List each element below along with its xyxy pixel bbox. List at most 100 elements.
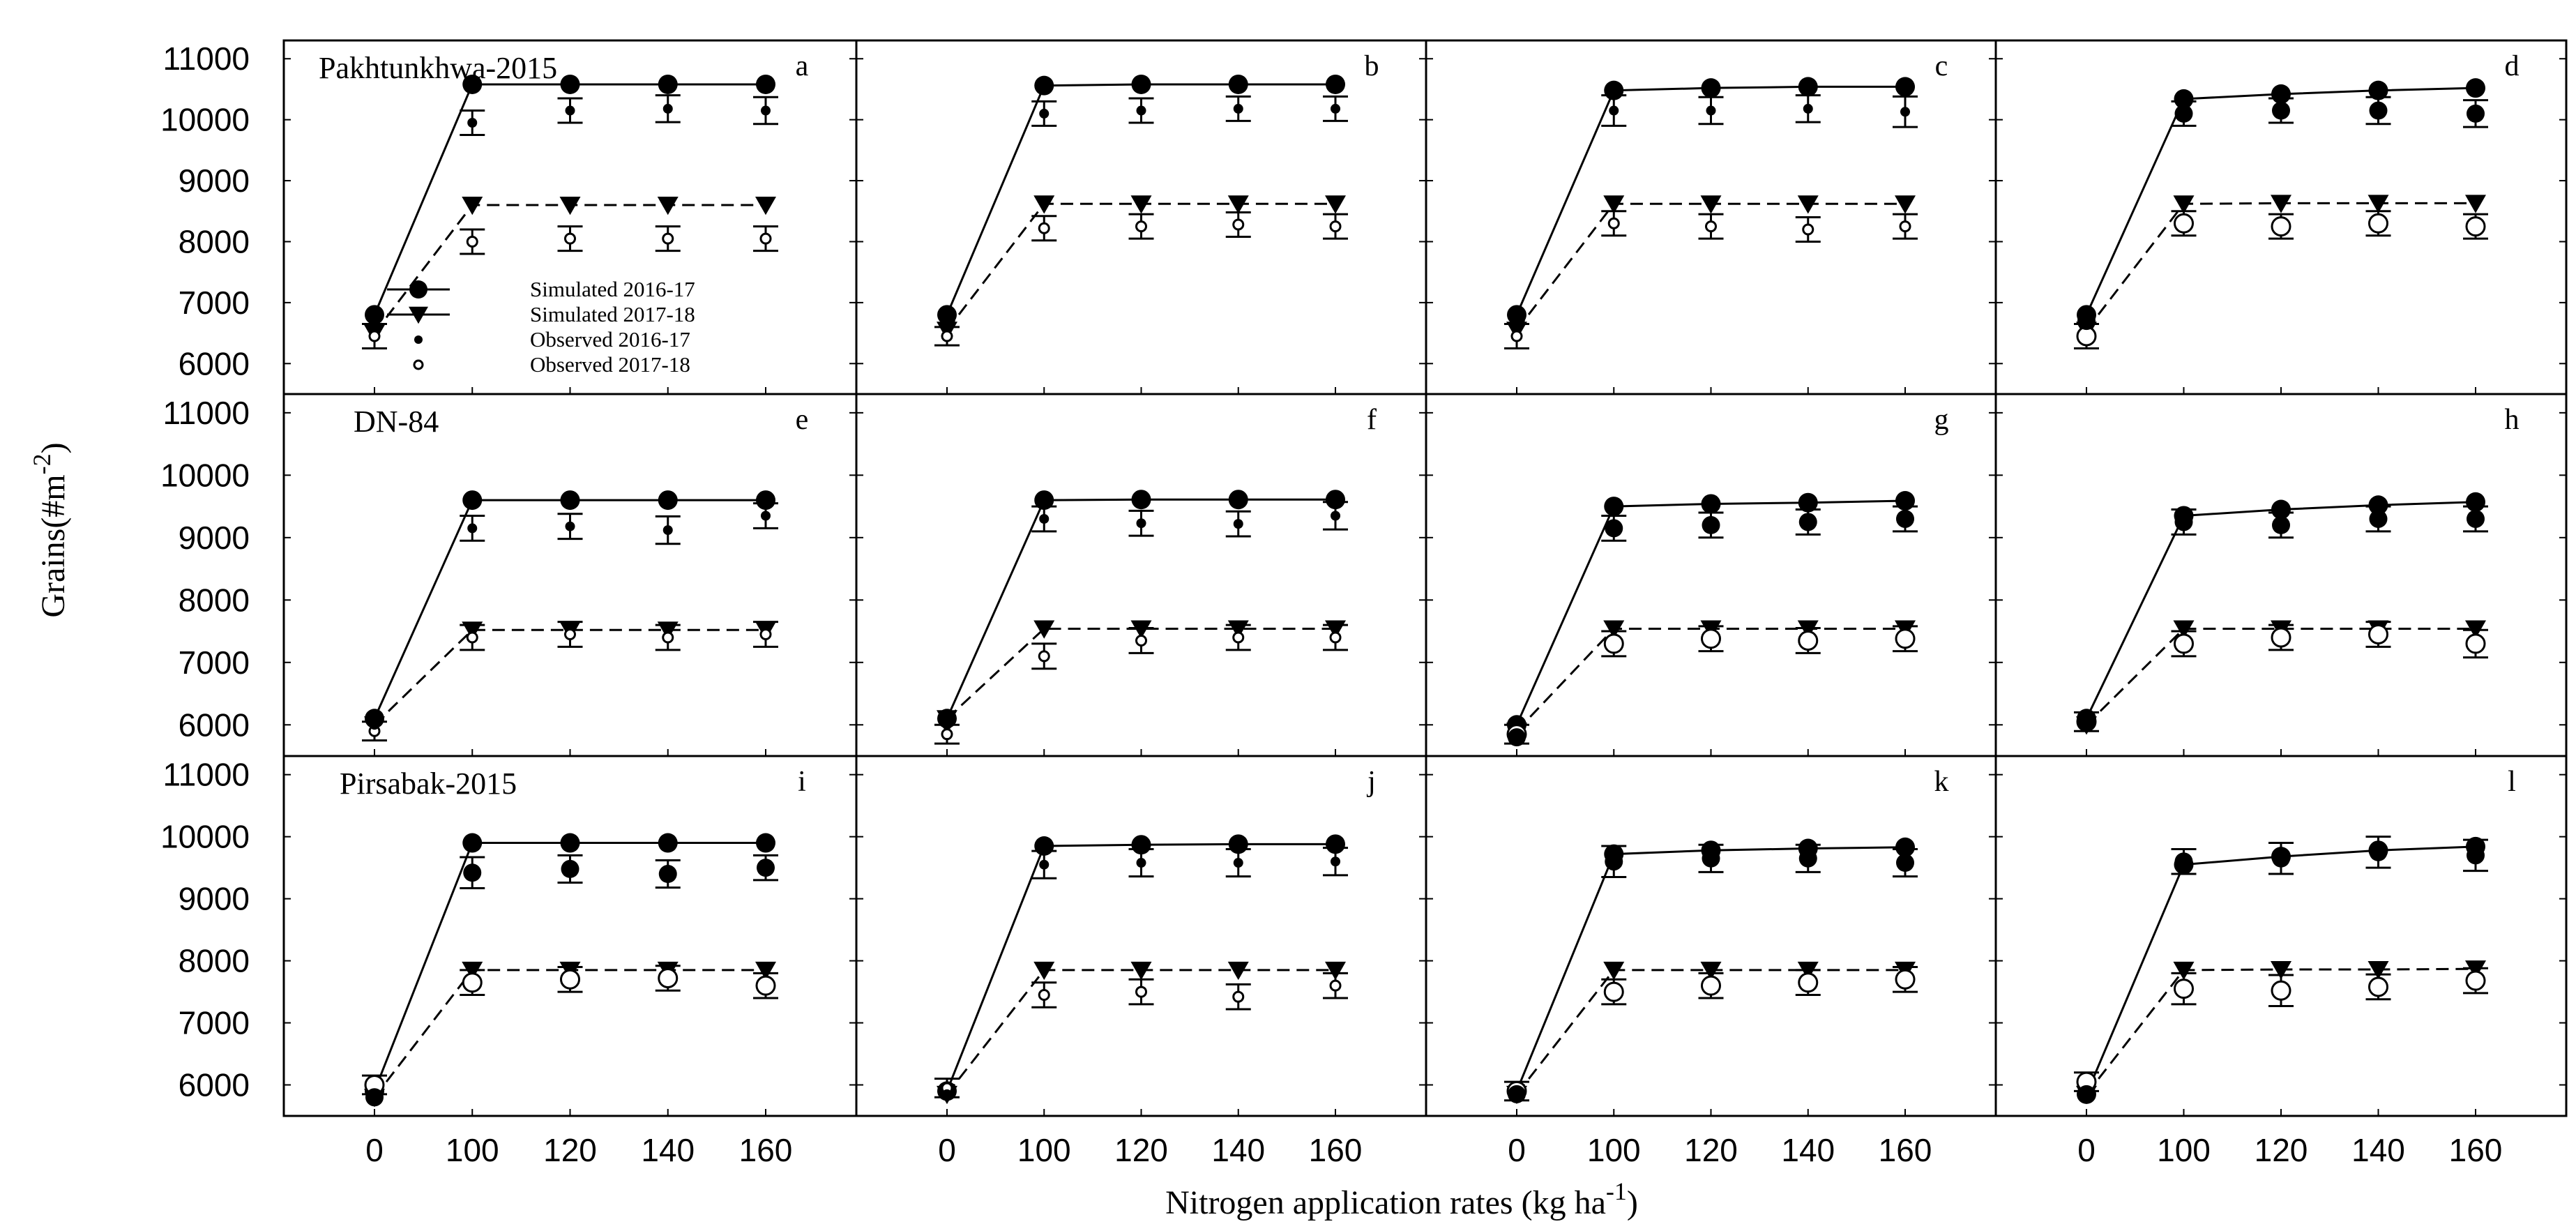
panel-letter: d — [2505, 50, 2520, 82]
x-tick-label: 160 — [1309, 1132, 1363, 1168]
x-tick-label: 100 — [446, 1132, 499, 1168]
point-observed-2017-18 — [759, 232, 772, 245]
x-tick-label: 0 — [1508, 1132, 1526, 1168]
y-tick-label: 10000 — [160, 819, 250, 855]
point-observed-2016-17 — [1605, 852, 1623, 871]
point-simulated-2016-17 — [2271, 499, 2291, 520]
cultivar-label: Pirsabak-2015 — [340, 766, 517, 801]
panel-tick-marks — [856, 411, 1426, 756]
point-simulated-2016-17 — [1034, 490, 1054, 511]
panel-tick-marks — [284, 411, 856, 756]
point-observed-2016-17 — [942, 720, 952, 730]
x-axis-title-exponent: -1 — [1606, 1177, 1627, 1205]
point-simulated-2016-17 — [1228, 490, 1248, 510]
point-simulated-2017-18 — [1797, 195, 1819, 214]
point-observed-2017-18 — [658, 967, 679, 988]
x-tick-label: 0 — [938, 1132, 956, 1168]
y-tick-label: 11000 — [162, 757, 250, 793]
point-observed-2016-17 — [1136, 105, 1146, 116]
panel-tick-marks — [1996, 411, 2566, 756]
panel-tick-marks — [1426, 411, 1996, 756]
panel-tick-marks — [1426, 773, 1996, 1116]
point-observed-2016-17 — [370, 720, 379, 730]
point-simulated-2017-18 — [2465, 620, 2486, 639]
y-tick-label: 9000 — [179, 163, 250, 199]
point-simulated-2017-18 — [937, 710, 957, 729]
point-observed-2016-17 — [2272, 515, 2290, 534]
point-simulated-2017-18 — [1325, 620, 1346, 639]
point-observed-2017-18 — [2368, 976, 2388, 997]
point-observed-2017-18 — [1329, 631, 1342, 644]
point-simulated-2016-17 — [2466, 78, 2485, 98]
point-observed-2017-18 — [1701, 975, 1721, 996]
point-observed-2016-17 — [467, 523, 478, 534]
panel-tick-marks — [284, 58, 856, 394]
point-observed-2016-17 — [1609, 105, 1619, 116]
panel-tick-marks — [284, 773, 856, 1116]
point-observed-2016-17 — [1896, 854, 1914, 873]
point-observed-2016-17 — [463, 863, 482, 882]
panel-l: l — [1994, 755, 2568, 1117]
series-simulated-2017-18-line — [946, 627, 1335, 720]
point-observed-2017-18 — [2465, 633, 2486, 654]
panel-d: d — [1994, 39, 2568, 395]
point-observed-2017-18 — [2174, 633, 2194, 654]
point-observed-2016-17 — [2077, 312, 2096, 331]
point-observed-2017-18 — [368, 330, 381, 342]
point-simulated-2016-17 — [462, 74, 483, 94]
x-tick-label: 100 — [1587, 1132, 1641, 1168]
point-observed-2016-17 — [1702, 849, 1720, 868]
y-tick-label: 11000 — [162, 395, 250, 431]
point-simulated-2017-18 — [2465, 960, 2486, 979]
point-observed-2017-18 — [1038, 650, 1050, 663]
point-simulated-2017-18 — [657, 621, 679, 640]
point-simulated-2017-18 — [2367, 195, 2389, 213]
point-simulated-2017-18 — [1130, 195, 1152, 214]
y-tick-label: 6000 — [179, 707, 250, 743]
y-tick-label: 8000 — [179, 223, 250, 259]
point-simulated-2017-18 — [1033, 961, 1055, 981]
point-observed-2016-17 — [1508, 728, 1526, 747]
panel-letter: f — [1367, 404, 1377, 436]
panel-tick-marks — [856, 58, 1426, 394]
y-tick-label: 6000 — [179, 345, 250, 382]
point-observed-2017-18 — [662, 232, 674, 245]
point-observed-2016-17 — [1039, 513, 1050, 524]
point-simulated-2017-18 — [1227, 961, 1249, 981]
point-simulated-2017-18 — [1227, 195, 1249, 214]
panel-letter: b — [1365, 50, 1379, 82]
point-observed-2017-18 — [2174, 979, 2194, 999]
point-observed-2016-17 — [1233, 519, 1243, 529]
point-observed-2016-17 — [1512, 310, 1522, 320]
panel-tick-marks — [1426, 58, 1996, 394]
point-simulated-2017-18 — [1895, 195, 1916, 214]
point-simulated-2016-17 — [2466, 492, 2485, 512]
y-tick-label: 11000 — [162, 40, 250, 77]
point-simulated-2017-18 — [2271, 195, 2291, 213]
panel-letter: j — [1366, 766, 1376, 798]
point-observed-2017-18 — [1038, 989, 1050, 1002]
point-simulated-2017-18 — [2173, 961, 2195, 981]
point-observed-2016-17 — [761, 105, 771, 116]
point-simulated-2017-18 — [1325, 195, 1346, 214]
point-observed-2017-18 — [1607, 217, 1620, 229]
panel-tick-marks — [1996, 58, 2566, 394]
point-simulated-2017-18 — [1227, 620, 1249, 639]
point-observed-2017-18 — [1329, 220, 1342, 233]
point-observed-2017-18 — [462, 972, 483, 993]
point-observed-2016-17 — [1331, 511, 1340, 521]
point-observed-2017-18 — [755, 975, 776, 996]
legend-marker-filled-circle — [409, 280, 427, 299]
point-observed-2016-17 — [757, 859, 775, 877]
point-observed-2016-17 — [365, 1088, 384, 1107]
point-simulated-2017-18 — [462, 197, 483, 216]
point-observed-2016-17 — [2272, 101, 2290, 120]
legend-label: Observed 2017-18 — [530, 352, 690, 377]
point-observed-2017-18 — [1135, 634, 1147, 647]
point-observed-2016-17 — [561, 859, 579, 878]
point-observed-2017-18 — [564, 232, 576, 245]
point-simulated-2017-18 — [1325, 961, 1346, 981]
point-observed-2017-18 — [1802, 223, 1814, 236]
point-observed-2016-17 — [1039, 108, 1050, 119]
